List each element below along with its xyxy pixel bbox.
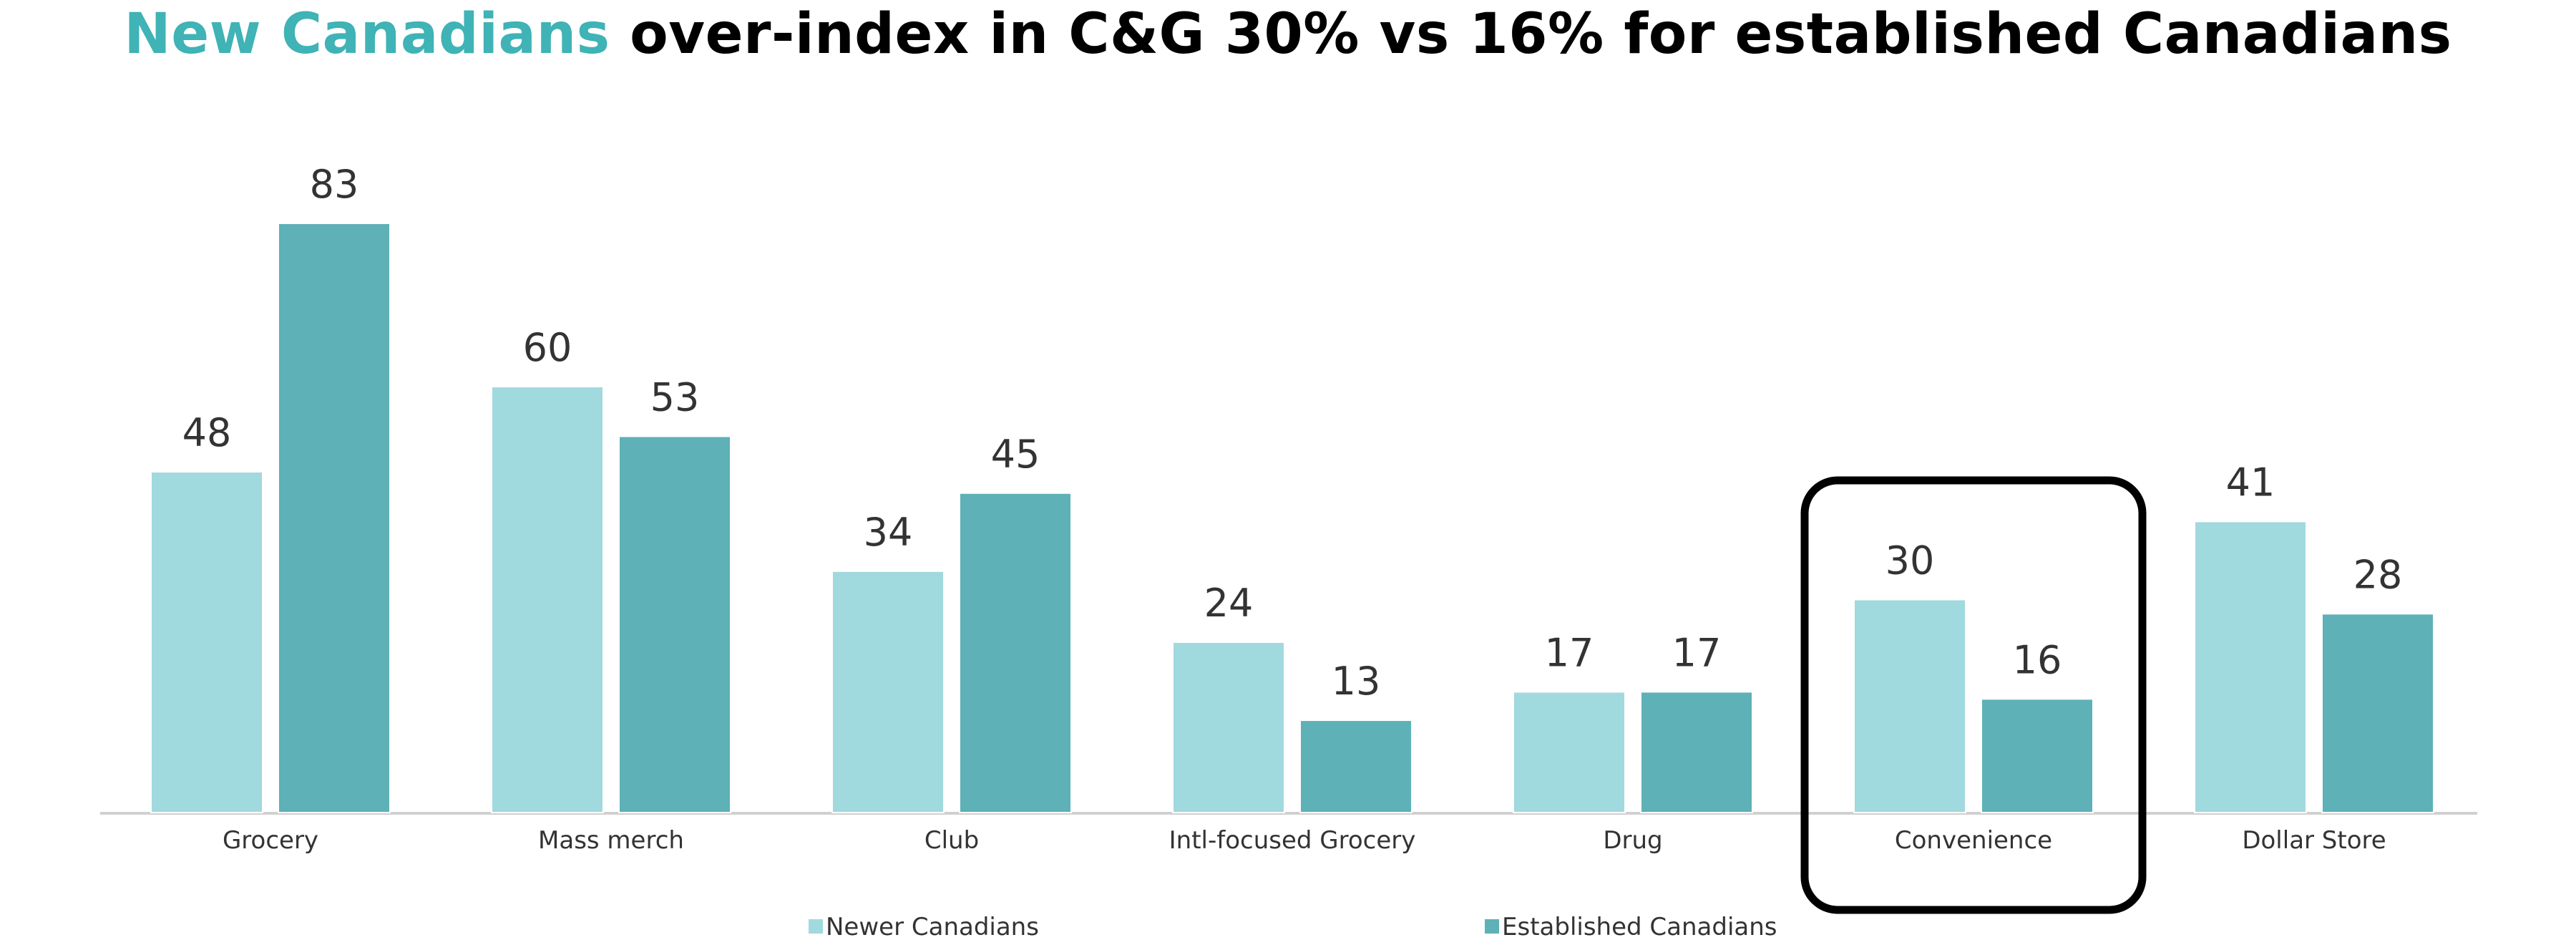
x-tick-label: Grocery: [223, 826, 318, 855]
chart-title-rest: over-index in C&G 30% vs 16% for establi…: [610, 2, 2452, 67]
chart-title: New Canadians over-index in C&G 30% vs 1…: [0, 4, 2576, 97]
data-label: 17: [1672, 630, 1722, 675]
bar: [278, 223, 391, 813]
bar: [491, 386, 604, 813]
data-label: 16: [2013, 637, 2062, 682]
data-label: 48: [182, 410, 232, 455]
bar: [1513, 691, 1626, 813]
data-label: 13: [1332, 659, 1381, 704]
data-label: 41: [2226, 460, 2275, 505]
x-tick-label: Dollar Store: [2242, 826, 2386, 855]
bar: [1299, 719, 1413, 813]
legend-swatch: [1485, 919, 1499, 934]
bar: [150, 471, 263, 814]
data-label: 83: [310, 162, 359, 207]
bar: [1640, 691, 1753, 813]
bar: [2321, 613, 2434, 813]
bar: [831, 570, 945, 814]
data-label: 17: [1545, 630, 1594, 675]
data-label: 30: [1885, 538, 1935, 583]
data-label: 60: [523, 325, 572, 370]
chart-title-highlight: New Canadians: [124, 2, 610, 67]
data-label: 45: [991, 432, 1040, 477]
bar: [1853, 598, 1966, 813]
legend-label: Newer Canadians: [826, 913, 1039, 941]
bar: [959, 492, 1072, 813]
data-label: 28: [2353, 552, 2403, 597]
bar: [2194, 520, 2307, 813]
x-tick-label: Club: [924, 826, 979, 855]
data-label: 53: [650, 374, 700, 420]
bar: [618, 435, 731, 813]
bar: [1172, 641, 1285, 814]
x-tick-label: Mass merch: [538, 826, 684, 855]
data-label: 34: [864, 510, 913, 555]
highlight-box: [1800, 476, 2147, 914]
x-tick-label: Convenience: [1895, 826, 2052, 855]
x-tick-label: Intl-focused Grocery: [1169, 826, 1416, 855]
bar: [1981, 698, 2094, 814]
x-tick-label: Drug: [1603, 826, 1662, 855]
legend-label: Established Canadians: [1502, 913, 1777, 941]
data-label: 24: [1204, 581, 1254, 626]
legend-swatch: [809, 919, 823, 934]
